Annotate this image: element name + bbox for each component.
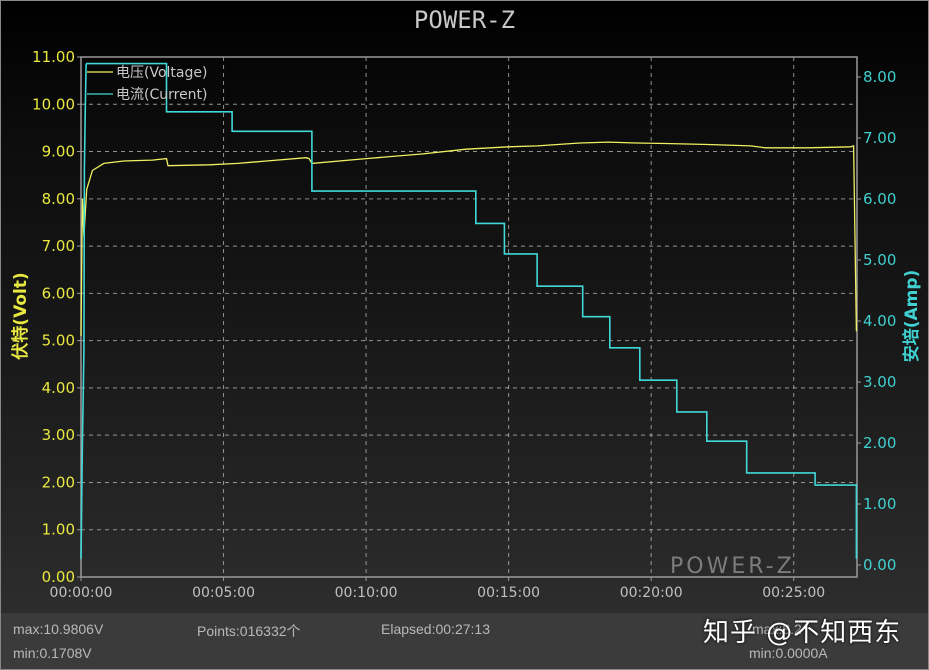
plot-border [80, 56, 858, 578]
left-tick-label: 1.00 [42, 521, 75, 539]
right-tick-label: 4.00 [863, 312, 896, 330]
elapsed-stat: Elapsed:00:27:13 [381, 621, 490, 637]
current-max-stat: max:8.2 [752, 621, 802, 637]
left-tick-label: 6.00 [42, 284, 75, 302]
x-tick-label: 00:20:00 [620, 585, 683, 601]
voltage-min-stat: min:0.1708V [13, 645, 92, 661]
right-tick-label: 6.00 [863, 190, 896, 208]
x-axis-ticks: 00:00:00 00:05:00 00:10:00 00:15:00 00:20:00… [50, 577, 825, 601]
x-tick-label: 00:10:00 [335, 585, 398, 601]
current-series-line [80, 62, 858, 559]
right-axis-label: 安培(Amp) [901, 270, 922, 363]
x-tick-label: 00:15:00 [477, 585, 540, 601]
right-tick-label: 1.00 [863, 495, 896, 513]
legend-current-label: 电流(Current) [116, 87, 208, 103]
right-tick-label: 2.00 [863, 434, 896, 452]
svg-text:POWER-Z: POWER-Z [670, 554, 795, 579]
left-tick-label: 4.00 [42, 379, 75, 397]
current-min-stat: min:0.0000A [749, 645, 828, 661]
legend: 电压(Voltage) 电流(Current) [87, 65, 208, 103]
x-tick-label: 00:00:00 [50, 585, 113, 601]
voltage-max-stat: max:10.9806V [13, 621, 104, 637]
x-tick-label: 00:25:00 [762, 585, 825, 601]
left-tick-label: 3.00 [42, 426, 75, 444]
left-tick-label: 9.00 [42, 143, 75, 161]
left-tick-label: 8.00 [42, 190, 75, 208]
zhihu-watermark: 知乎 @不知西东 [703, 618, 902, 648]
stats-footer [1, 612, 928, 669]
x-tick-label: 00:05:00 [192, 585, 255, 601]
chart-title: POWER-Z [413, 6, 516, 34]
left-tick-label: 2.00 [42, 473, 75, 491]
right-tick-label: 5.00 [863, 251, 896, 269]
right-axis-ticks: 0.00 1.00 2.00 3.00 4.00 5.00 6.00 7.00 8.00 [857, 68, 896, 574]
right-tick-label: 7.00 [863, 129, 896, 147]
power-z-watermark-logo: POWER-Z [670, 554, 795, 579]
left-axis-ticks: 0.00 1.00 2.00 3.00 4.00 5.00 6.00 7.00 8.00 9.00… [32, 48, 81, 586]
grid-lines [81, 57, 857, 577]
left-tick-label: 5.00 [42, 332, 75, 350]
points-stat: Points:016332个 [197, 623, 301, 639]
left-tick-label: 11.00 [32, 48, 75, 66]
left-tick-label: 0.00 [42, 568, 75, 586]
left-tick-label: 10.00 [32, 95, 75, 113]
chart-plot: 0.00 1.00 2.00 3.00 4.00 5.00 6.00 7.00 8.00 9.00… [10, 48, 922, 601]
voltage-series-line [80, 141, 858, 336]
left-tick-label: 7.00 [42, 237, 75, 255]
left-axis-label: 伏特(Volt) [10, 272, 31, 359]
legend-voltage-label: 电压(Voltage) [116, 65, 207, 81]
right-tick-label: 3.00 [863, 373, 896, 391]
right-tick-label: 8.00 [863, 68, 896, 86]
right-tick-label: 0.00 [863, 556, 896, 574]
